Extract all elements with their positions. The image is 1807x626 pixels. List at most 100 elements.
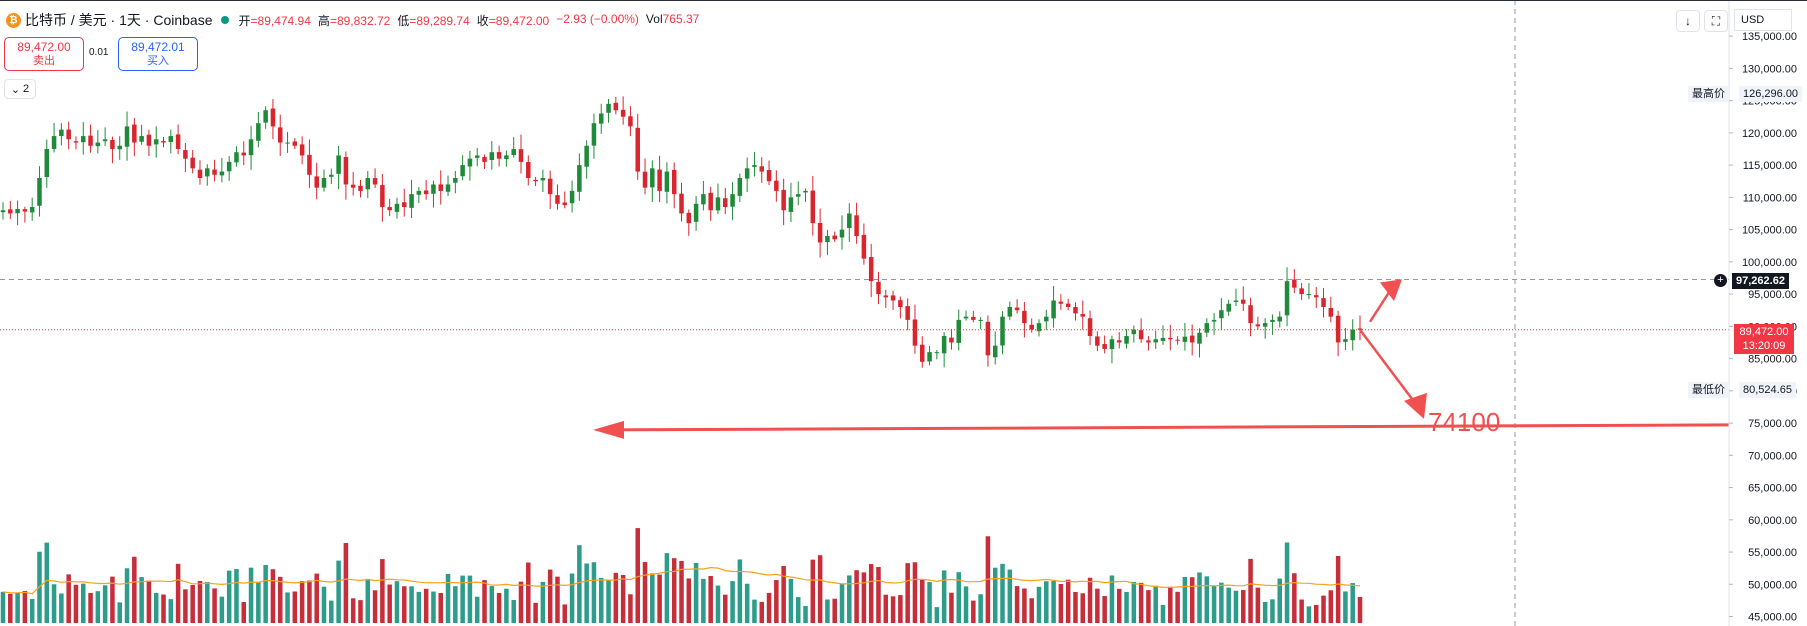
candle-body [1204,323,1210,333]
candle-body [409,194,414,208]
currency-selector[interactable]: USD [1734,9,1792,31]
candle-body [248,139,254,156]
market-open-status-icon [220,16,229,24]
candle-body [715,197,721,211]
candle-body [868,257,874,282]
candle-body [321,178,327,188]
y-tick-label: 75,000.00 [1748,418,1797,430]
y-tick-label: 95,000.00 [1748,289,1797,301]
volume-bar [701,578,706,623]
volume-bar [788,578,794,623]
arrow-down-icon: ↓ [1685,14,1691,28]
candle-body [919,344,925,362]
volume-bar [431,591,436,623]
volume-bar [496,593,502,623]
candle-body [1175,339,1180,341]
volume-bar [168,599,174,623]
plus-icon[interactable]: + [1714,274,1727,287]
candle-body [810,190,816,224]
volume-bar [350,598,356,623]
volume-bar [387,584,392,623]
volume-bar [949,592,954,623]
volume-bar [175,563,181,623]
volume-bar [59,593,64,623]
volume-bar [197,580,203,623]
candle-body [168,136,174,143]
volume-bar [314,573,319,623]
y-tick-label: 130,000.00 [1742,63,1797,75]
target-price-annotation[interactable]: 74100 [1428,407,1501,437]
volume-bar [285,592,290,623]
candle-body [102,139,108,142]
volume-bar [467,575,473,623]
volume-bar [686,578,692,623]
volume-bar [1270,599,1275,623]
y-tick-label: 85,000.00 [1748,354,1797,366]
scroll-to-latest-button[interactable]: ↓ [1676,10,1700,32]
y-tick-label: 110,000.00 [1743,192,1797,204]
volume-bar [963,586,969,623]
volume-bar [22,590,28,623]
candle-body [380,185,385,208]
candle-body [205,168,210,177]
indicator-collapse-toggle[interactable]: ⌄ 2 [4,79,36,99]
candle-body [37,178,42,206]
volume-bar [1051,580,1056,623]
symbol-title[interactable]: 比特币 / 美元 · 1天 · Coinbase [25,12,213,28]
volume-bar [715,585,721,623]
volume-bar [1189,577,1195,623]
volume-bar [409,586,414,623]
volume-bar [489,586,495,623]
candle-body [613,102,619,111]
ohlc-key: 低 [397,13,410,28]
currency-label: USD [1741,14,1765,26]
volume-bar [1357,596,1363,623]
volume-bar [161,594,166,623]
up-arrow-line [1368,290,1392,323]
candlestick-series [0,96,1363,368]
candle-body [329,174,334,177]
candle-body [606,103,611,113]
candle-body [124,126,130,147]
candle-body [496,152,502,159]
highest-price-value: 126,296.00 [1739,86,1803,102]
candle-body [139,136,144,142]
candle-body [1036,323,1042,332]
volume-bar [365,578,371,623]
volume-bar [321,586,327,623]
sell-button[interactable]: 89,472.00 卖出 [4,37,84,71]
buy-button[interactable]: 89,472.01 买入 [118,37,198,71]
volume-bar [1014,586,1020,623]
volume-bar [453,586,458,623]
down-arrow-line [1359,328,1419,408]
volume-bar [883,594,889,623]
volume-bar [1350,583,1355,623]
candle-body [730,194,735,207]
candle-body [1014,307,1020,311]
volume-bar [29,598,35,623]
chart-overlays [0,0,1730,626]
bar-countdown: 13:20:09 [1742,340,1786,352]
volume-bar [518,581,524,623]
candle-body [504,155,509,160]
candle-body [1007,306,1013,317]
candle-body [1168,337,1173,340]
candle-body [183,150,188,159]
volume-bar [445,573,451,623]
candle-body [59,129,64,136]
fullscreen-button[interactable]: ⛶ [1704,10,1728,32]
volume-bar [934,607,940,623]
volume-bar [1335,555,1341,623]
candle-body [949,337,954,343]
candle-body [1182,336,1188,342]
volume-bar [423,588,429,623]
candle-body [781,189,786,211]
volume-bar [1262,601,1268,623]
candle-body [467,158,473,167]
volume-bar [1131,581,1137,623]
candle-body [876,281,881,295]
candle-body [555,195,560,204]
candle-body [1350,329,1355,341]
